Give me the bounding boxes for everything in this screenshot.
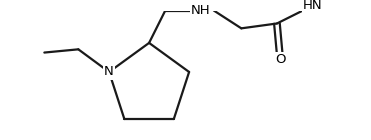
Text: HN: HN: [303, 0, 322, 12]
Text: N: N: [104, 66, 114, 79]
Text: NH: NH: [191, 4, 211, 17]
Text: O: O: [275, 53, 285, 66]
